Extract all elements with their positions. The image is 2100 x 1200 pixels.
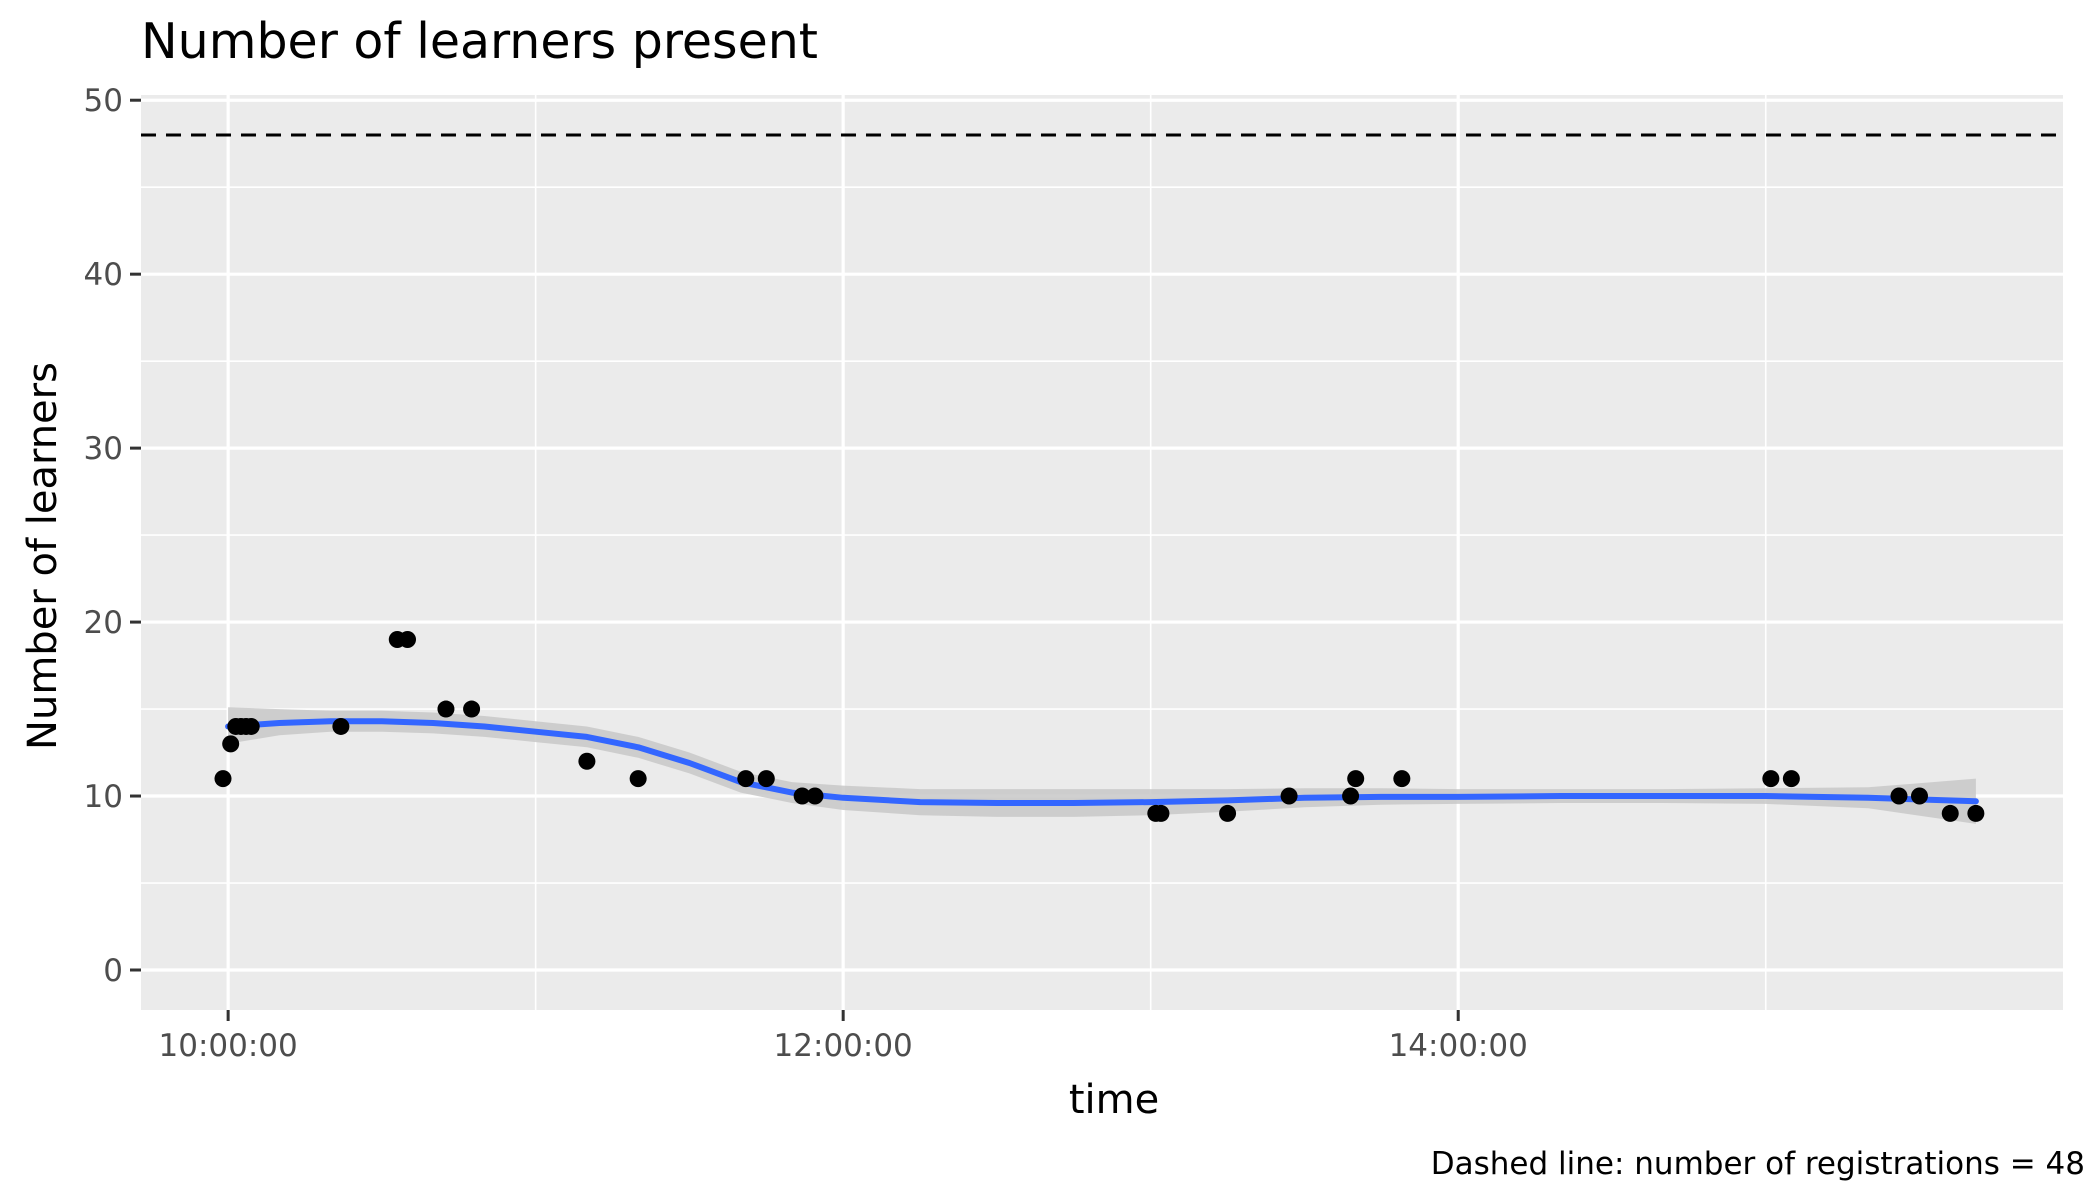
data-point xyxy=(222,735,240,753)
data-point xyxy=(1347,770,1365,788)
y-axis-label: Number of learners xyxy=(20,362,66,750)
data-point xyxy=(1782,770,1800,788)
data-point xyxy=(1890,787,1908,805)
smooth-line xyxy=(225,718,1979,806)
panel-background xyxy=(141,95,2063,1010)
y-tick-label: 40 xyxy=(84,257,123,293)
x-tick-label: 14:00:00 xyxy=(1389,1028,1528,1064)
data-points xyxy=(214,630,1985,822)
y-tick-label: 20 xyxy=(84,605,123,641)
data-point xyxy=(1152,804,1170,822)
plot-panel xyxy=(141,95,2063,1010)
data-point xyxy=(1393,770,1411,788)
y-tick-label: 50 xyxy=(84,83,123,119)
data-point xyxy=(1342,787,1360,805)
data-point xyxy=(793,787,811,805)
x-tick-label: 10:00:00 xyxy=(159,1028,298,1064)
data-point xyxy=(1280,787,1298,805)
y-tick-label: 10 xyxy=(84,779,123,815)
data-point xyxy=(1967,804,1985,822)
data-point xyxy=(629,770,647,788)
chart-caption: Dashed line: number of registrations = 4… xyxy=(1431,1146,2085,1182)
data-point xyxy=(1762,770,1780,788)
data-point xyxy=(437,700,455,718)
y-tick-label: 30 xyxy=(84,431,123,467)
data-point xyxy=(332,717,350,735)
data-point xyxy=(737,770,755,788)
grid-lines xyxy=(141,95,2063,1010)
data-point xyxy=(757,770,775,788)
y-tick-label: 0 xyxy=(103,953,123,989)
data-point xyxy=(806,787,824,805)
data-point xyxy=(242,717,260,735)
data-point xyxy=(399,630,417,648)
chart-title: Number of learners present xyxy=(141,13,818,70)
data-point xyxy=(578,752,596,770)
x-tick-label: 12:00:00 xyxy=(774,1028,913,1064)
data-point xyxy=(1910,787,1928,805)
data-point xyxy=(1219,804,1237,822)
axes: 0 10 20 30 40 50 10:00:00 12:00:00 14:00:00 xyxy=(84,83,1528,1064)
smooth-line-layer xyxy=(225,718,1979,806)
x-axis-label: time xyxy=(1069,1077,1159,1123)
data-point xyxy=(463,700,481,718)
data-point xyxy=(214,770,232,788)
data-point xyxy=(1941,804,1959,822)
